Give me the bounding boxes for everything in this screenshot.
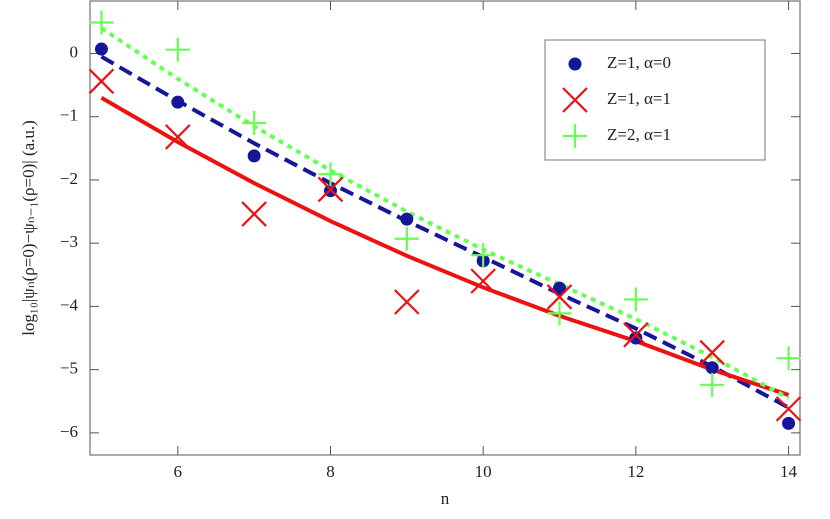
x-tick-label: 8 bbox=[326, 462, 335, 481]
y-tick-label: −1 bbox=[60, 106, 78, 125]
data-point bbox=[247, 149, 261, 163]
legend-label: Z=1, α=1 bbox=[607, 89, 671, 108]
data-point bbox=[782, 416, 796, 430]
y-tick-label: −2 bbox=[60, 169, 78, 188]
legend-marker bbox=[562, 87, 588, 113]
data-point bbox=[629, 331, 643, 345]
legend-marker bbox=[563, 124, 587, 148]
y-tick-label: −5 bbox=[60, 359, 78, 378]
x-tick-label: 10 bbox=[475, 462, 492, 481]
data-point bbox=[776, 346, 801, 371]
data-point bbox=[470, 268, 496, 294]
data-point bbox=[171, 95, 185, 109]
data-point bbox=[318, 162, 343, 187]
x-tick-label: 14 bbox=[780, 462, 798, 481]
data-point bbox=[623, 287, 648, 312]
y-tick-label: −6 bbox=[60, 422, 78, 441]
y-tick-label: −4 bbox=[60, 295, 79, 314]
data-point bbox=[547, 301, 572, 326]
data-point bbox=[394, 289, 420, 315]
data-point bbox=[775, 396, 802, 422]
data-point bbox=[471, 243, 496, 268]
x-tick-label: 6 bbox=[174, 462, 183, 481]
data-point bbox=[394, 226, 419, 251]
fit-line bbox=[100, 96, 790, 397]
fit-line bbox=[100, 26, 790, 400]
legend-marker bbox=[568, 57, 582, 71]
data-point bbox=[623, 322, 649, 348]
data-point bbox=[165, 37, 190, 62]
x-axis-label: n bbox=[441, 489, 450, 508]
data-point bbox=[400, 212, 414, 226]
data-point bbox=[699, 339, 725, 366]
data-point bbox=[242, 111, 267, 136]
data-point bbox=[241, 201, 267, 227]
data-point bbox=[317, 176, 344, 203]
fit-line bbox=[100, 54, 790, 410]
legend-label: Z=2, α=1 bbox=[607, 125, 671, 144]
y-axis-label: log₁₀|ψₙ(ρ=0)−ψₙ₋₁(ρ=0)| (a.u.) bbox=[19, 120, 38, 336]
y-tick-label: −3 bbox=[60, 232, 78, 251]
data-point bbox=[700, 372, 725, 397]
data-point bbox=[546, 284, 573, 310]
y-tick-label: 0 bbox=[70, 42, 79, 61]
data-point bbox=[94, 42, 108, 56]
plot-frame bbox=[89, 0, 801, 456]
data-point bbox=[89, 10, 114, 35]
data-point bbox=[705, 361, 719, 375]
data-point bbox=[165, 124, 191, 150]
data-point bbox=[553, 281, 567, 295]
legend-label: Z=1, α=0 bbox=[607, 53, 671, 72]
x-tick-label: 12 bbox=[627, 462, 644, 481]
legend-box bbox=[544, 39, 766, 161]
data-point bbox=[88, 68, 115, 95]
